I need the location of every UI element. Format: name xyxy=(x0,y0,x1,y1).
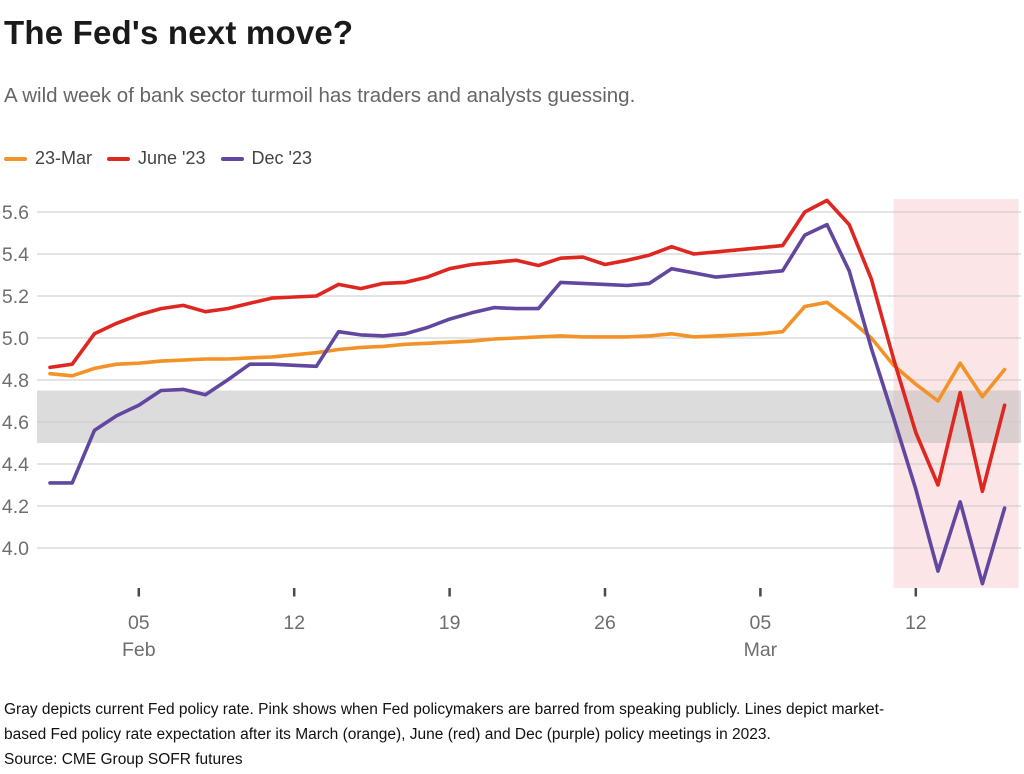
chart-legend: 23-Mar June '23 Dec '23 xyxy=(4,148,312,169)
x-axis-label: 26 xyxy=(594,612,616,634)
legend-swatch-icon xyxy=(220,156,244,161)
series-line-dec-23 xyxy=(48,222,1007,586)
current-policy-rate-band xyxy=(37,390,1021,443)
legend-swatch-icon xyxy=(4,156,27,161)
legend-item-dec-23: Dec '23 xyxy=(220,148,312,169)
x-axis-month-label: Mar xyxy=(744,639,778,661)
x-axis-month-label: Feb xyxy=(122,639,156,661)
y-axis-label: 5.4 xyxy=(2,244,29,266)
y-axis-label: 5.0 xyxy=(2,328,29,350)
legend-label: 23-Mar xyxy=(35,148,93,168)
legend-swatch-icon xyxy=(107,156,131,161)
series-line-june-23 xyxy=(48,198,1007,494)
blackout-period-region xyxy=(893,199,1019,588)
x-axis-label: 12 xyxy=(283,612,305,634)
x-axis-label: 05 xyxy=(750,612,772,634)
y-axis-label: 4.2 xyxy=(2,496,29,518)
y-axis-label: 4.0 xyxy=(2,538,29,560)
legend-label: June '23 xyxy=(138,148,206,168)
footnote-line-2: based Fed policy rate expectation after … xyxy=(4,726,771,743)
footnote: Gray depicts current Fed policy rate. Pi… xyxy=(4,697,1020,772)
y-axis-label: 5.6 xyxy=(2,202,29,224)
y-axis-label: 5.2 xyxy=(2,286,29,308)
legend-label: Dec '23 xyxy=(251,148,312,168)
x-axis-label: 12 xyxy=(905,612,927,634)
legend-item-june-23: June '23 xyxy=(107,148,206,169)
x-axis-label: 19 xyxy=(439,612,461,634)
chart-title: The Fed's next move? xyxy=(4,14,354,51)
source-line: Source: CME Group SOFR futures xyxy=(4,751,243,768)
y-axis-label: 4.6 xyxy=(2,412,29,434)
chart-subtitle: A wild week of bank sector turmoil has t… xyxy=(4,84,636,107)
legend-item-23-mar: 23-Mar xyxy=(4,148,92,169)
x-axis-label: 05 xyxy=(128,612,150,634)
y-axis-label: 4.8 xyxy=(2,370,29,392)
y-axis-label: 4.4 xyxy=(2,454,29,476)
footnote-line-1: Gray depicts current Fed policy rate. Pi… xyxy=(4,701,885,718)
series-line-23-mar xyxy=(48,300,1007,403)
